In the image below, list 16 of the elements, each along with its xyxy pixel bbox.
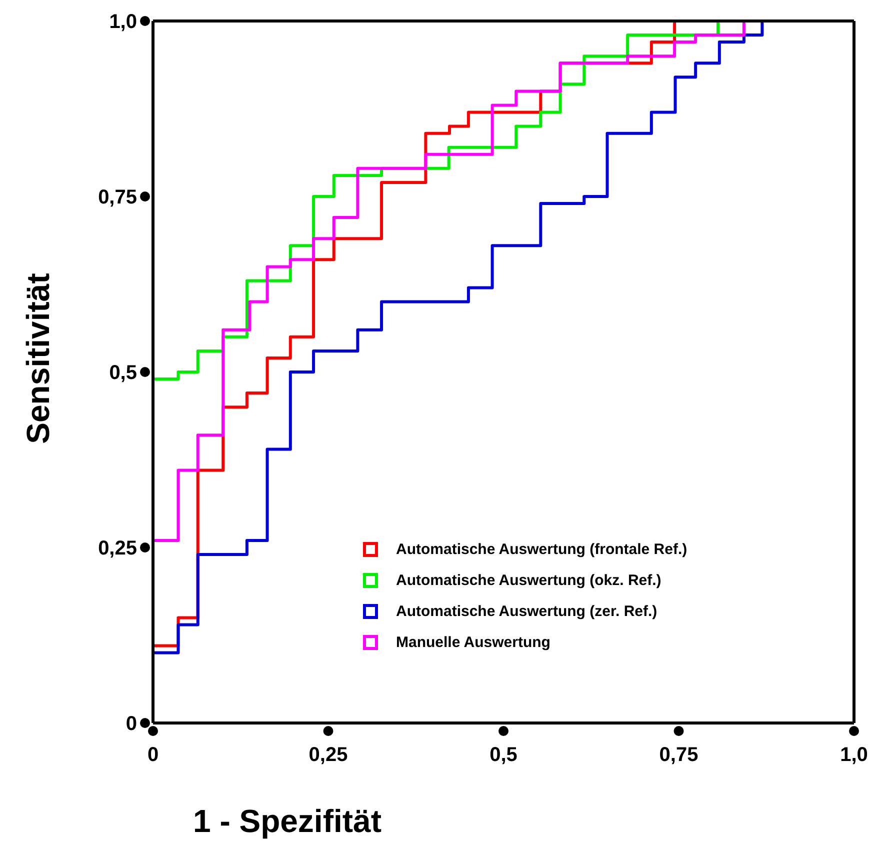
y-tick-label: 0,75 bbox=[98, 186, 137, 208]
y-tick-label: 1,0 bbox=[109, 11, 137, 33]
x-tick-label: 0,75 bbox=[659, 744, 698, 766]
y-axis-title: Sensitivität bbox=[20, 272, 56, 444]
legend-label: Automatische Auswertung (okz. Ref.) bbox=[396, 572, 662, 589]
legend-label: Automatische Auswertung (zer. Ref.) bbox=[396, 603, 658, 620]
x-tick-label: 0 bbox=[147, 744, 159, 766]
x-axis-title: 1 - Spezifität bbox=[193, 803, 382, 840]
x-tick-label: 1,0 bbox=[840, 744, 868, 766]
y-tick-label: 0,5 bbox=[109, 362, 137, 384]
y-tick-label: 0,25 bbox=[98, 538, 137, 560]
legend-label: Manuelle Auswertung bbox=[396, 634, 550, 651]
legend-label: Automatische Auswertung (frontale Ref.) bbox=[396, 541, 688, 558]
x-tick-label: 0,5 bbox=[490, 744, 518, 766]
y-tick-label: 0 bbox=[126, 713, 137, 735]
x-tick-label: 0,25 bbox=[308, 744, 348, 766]
